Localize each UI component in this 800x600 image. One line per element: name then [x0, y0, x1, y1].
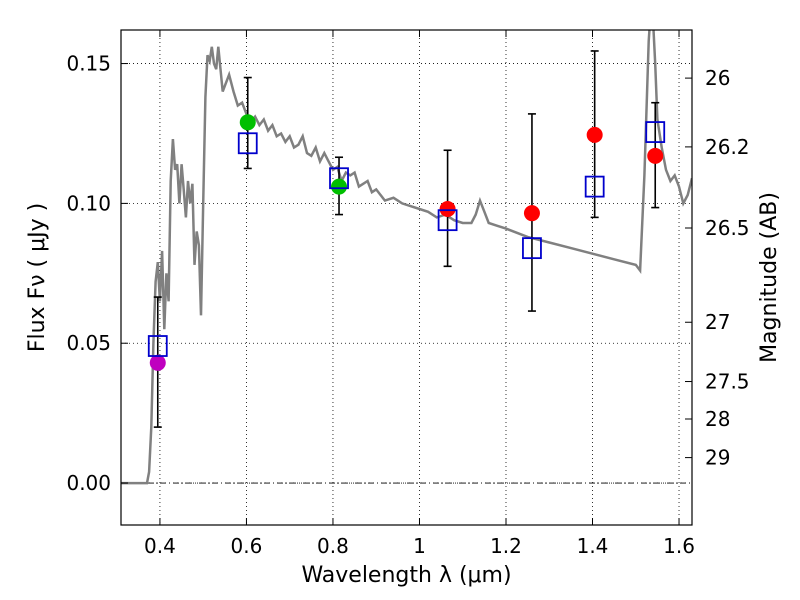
y2-tick-label: 27.5	[705, 370, 750, 394]
model-point-square	[237, 132, 258, 155]
x-tick-label: 1.4	[577, 534, 609, 558]
model-point-square	[584, 175, 605, 198]
data-point	[149, 354, 166, 371]
x-tick-label: 1.2	[490, 534, 522, 558]
y-tick-label: 0.15	[66, 52, 111, 76]
y2-tick-label: 29	[705, 446, 730, 470]
y-axis-label: Flux Fν ( μJy )	[25, 203, 50, 352]
data-point	[523, 205, 540, 222]
x-tick-label: 0.6	[231, 534, 263, 558]
y2-tick-label: 26.5	[705, 216, 750, 240]
plot-frame	[120, 29, 693, 526]
y-tick-label: 0.00	[66, 471, 111, 495]
x-tick-label: 0.4	[144, 534, 176, 558]
x-axis-label: Wavelength λ (μm)	[301, 563, 511, 588]
y2-tick-label: 28	[705, 407, 730, 431]
model-point-square	[329, 167, 349, 190]
data-point	[331, 178, 348, 195]
x-tick-label: 1.6	[663, 534, 695, 558]
data-point	[239, 114, 256, 131]
data-point	[586, 126, 603, 143]
x-tick-label: 1	[413, 534, 426, 558]
data-point	[647, 147, 664, 164]
model-point-square	[645, 121, 666, 143]
y2-axis-label: Magnitude (AB)	[757, 192, 782, 363]
model-point-square	[437, 209, 458, 232]
y-tick-label: 0.05	[66, 331, 111, 355]
axis-ticks: 0.4 0.6 0.8 1 1.2 1.4 1.6 0.00 0.05 0.10 0.15 26 26.…	[66, 30, 750, 558]
model-spectrum-line	[121, 30, 692, 485]
model-point-square	[147, 335, 168, 357]
data-point	[439, 200, 456, 217]
model-point-square	[522, 237, 542, 260]
x-tick-label: 0.8	[317, 534, 349, 558]
y2-tick-label: 26.2	[705, 135, 750, 159]
markers-layer	[147, 114, 666, 371]
y2-tick-label: 27	[705, 310, 730, 334]
grid-lines	[121, 30, 692, 525]
y2-tick-label: 26	[705, 66, 730, 90]
model-spectrum-layer	[121, 30, 692, 485]
y-tick-label: 0.10	[66, 191, 111, 215]
